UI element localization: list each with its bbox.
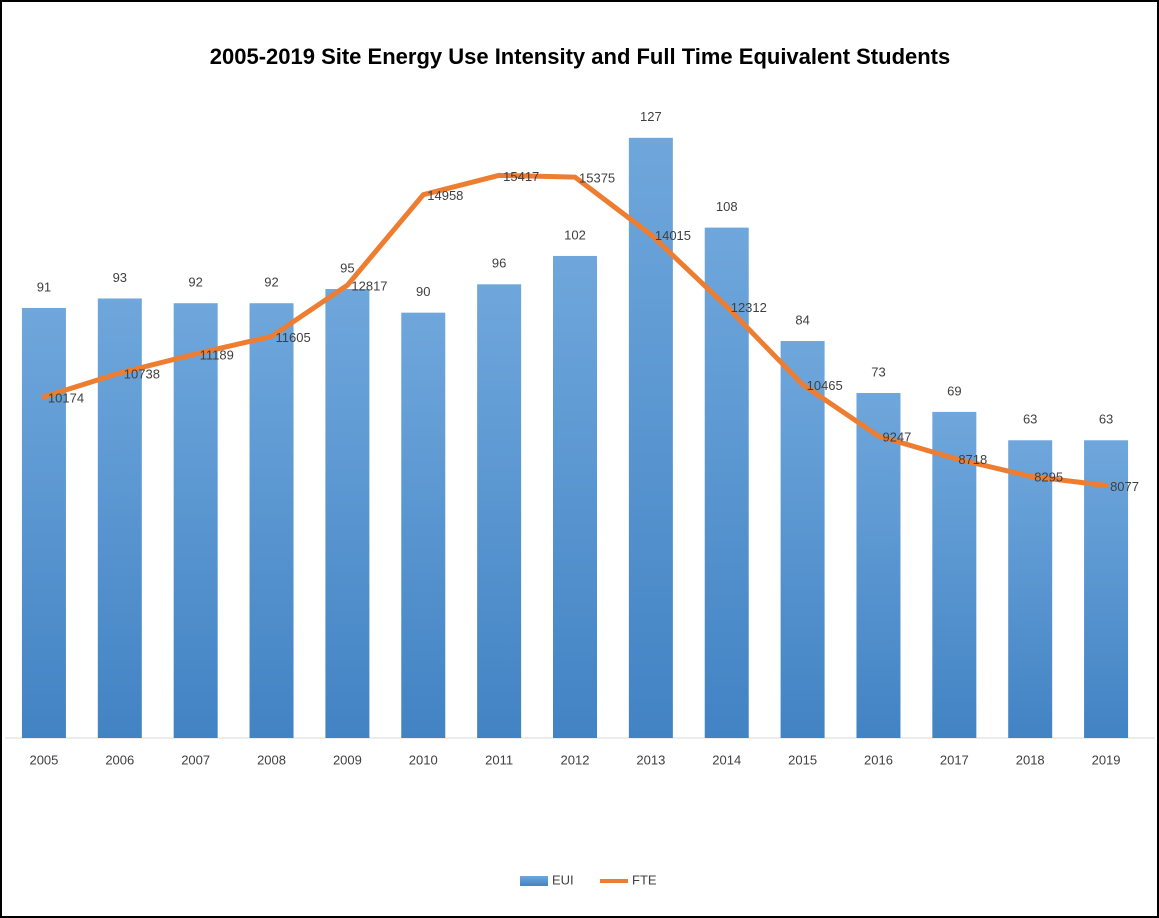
- bar: [1008, 440, 1053, 738]
- bar-value-label: 102: [564, 227, 586, 242]
- x-tick-label: 2011: [485, 752, 513, 767]
- x-tick-label: 2019: [1092, 752, 1121, 767]
- chart-title: 2005-2019 Site Energy Use Intensity and …: [210, 44, 951, 69]
- x-tick-label: 2006: [105, 752, 134, 767]
- bar: [477, 284, 522, 738]
- bar-value-label: 73: [871, 364, 885, 379]
- bar-value-label: 93: [113, 270, 127, 285]
- x-tick-label: 2014: [712, 752, 741, 767]
- x-tick-label: 2008: [257, 752, 286, 767]
- line-value-label: 8295: [1034, 470, 1063, 485]
- x-tick-label: 2013: [636, 752, 665, 767]
- line-value-label: 10738: [124, 366, 160, 381]
- line-value-label: 15417: [503, 169, 539, 184]
- bar: [856, 393, 901, 738]
- x-tick-label: 2016: [864, 752, 893, 767]
- bar: [249, 303, 294, 738]
- x-tick-label: 2007: [181, 752, 210, 767]
- line-value-label: 10174: [48, 390, 84, 405]
- line: [41, 172, 1109, 488]
- bar-value-label: 84: [795, 312, 809, 327]
- line-value-label: 12817: [351, 279, 387, 294]
- line-value-label: 9247: [882, 429, 911, 444]
- legend-label: EUI: [552, 872, 574, 887]
- bar: [173, 303, 218, 738]
- bar-value-label: 96: [492, 256, 506, 271]
- x-tick-label: 2017: [940, 752, 969, 767]
- bar: [704, 227, 749, 738]
- legend-swatch: [520, 876, 548, 886]
- line-value-label: 14958: [427, 188, 463, 203]
- x-tick-label: 2009: [333, 752, 362, 767]
- line-value-label: 10465: [807, 378, 843, 393]
- bar-value-label: 69: [947, 383, 961, 398]
- line-value-label: 8077: [1110, 479, 1139, 494]
- bar-value-label: 63: [1099, 412, 1113, 427]
- bar-value-label: 95: [340, 260, 354, 275]
- bar: [325, 289, 370, 738]
- x-tick-label: 2018: [1016, 752, 1045, 767]
- x-tick-label: 2015: [788, 752, 817, 767]
- bar-value-label: 92: [264, 275, 278, 290]
- line-value-label: 12312: [731, 300, 767, 315]
- line-value-label: 11189: [200, 347, 234, 362]
- bar: [401, 312, 446, 738]
- bar-value-label: 92: [188, 275, 202, 290]
- line-value-label: 8718: [958, 452, 987, 467]
- bar-value-label: 91: [37, 279, 51, 294]
- x-tick-label: 2010: [409, 752, 438, 767]
- line-value-label: 14015: [655, 228, 691, 243]
- x-tick-label: 2005: [29, 752, 58, 767]
- bar: [1084, 440, 1129, 738]
- bar-value-label: 63: [1023, 412, 1037, 427]
- bar: [21, 307, 66, 738]
- bar-value-label: 90: [416, 284, 430, 299]
- line-value-label: 11605: [276, 330, 311, 345]
- bar-value-label: 127: [640, 109, 662, 124]
- bar-value-label: 108: [716, 199, 738, 214]
- bar: [780, 341, 825, 738]
- x-tick-label: 2012: [561, 752, 590, 767]
- bar: [932, 411, 977, 738]
- legend-label: FTE: [632, 872, 657, 887]
- line-value-label: 15375: [579, 171, 615, 186]
- bar: [97, 298, 142, 738]
- bar: [553, 255, 597, 738]
